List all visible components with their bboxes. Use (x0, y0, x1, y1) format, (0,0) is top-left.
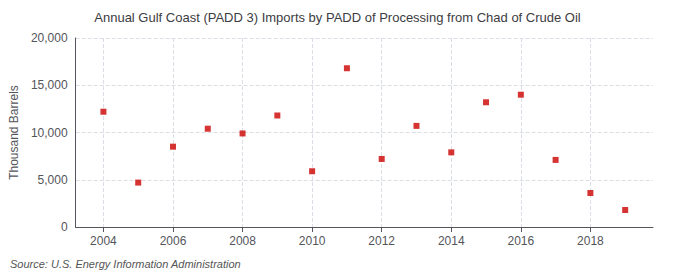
svg-text:20,000: 20,000 (31, 31, 68, 45)
svg-text:2012: 2012 (368, 234, 395, 248)
svg-text:2018: 2018 (577, 234, 604, 248)
svg-text:15,000: 15,000 (31, 78, 68, 92)
svg-text:2004: 2004 (90, 234, 117, 248)
svg-text:2008: 2008 (229, 234, 256, 248)
svg-text:2010: 2010 (299, 234, 326, 248)
svg-text:0: 0 (61, 220, 68, 234)
svg-text:10,000: 10,000 (31, 126, 68, 140)
svg-text:5,000: 5,000 (38, 173, 68, 187)
svg-text:2016: 2016 (507, 234, 534, 248)
svg-text:2006: 2006 (160, 234, 187, 248)
svg-text:2014: 2014 (438, 234, 465, 248)
svg-text:Thousand Barrels: Thousand Barrels (7, 85, 21, 180)
svg-text:Annual Gulf Coast (PADD 3) Imp: Annual Gulf Coast (PADD 3) Imports by PA… (94, 10, 581, 25)
svg-text:Source: U.S. Energy Informatio: Source: U.S. Energy Information Administ… (10, 258, 241, 270)
